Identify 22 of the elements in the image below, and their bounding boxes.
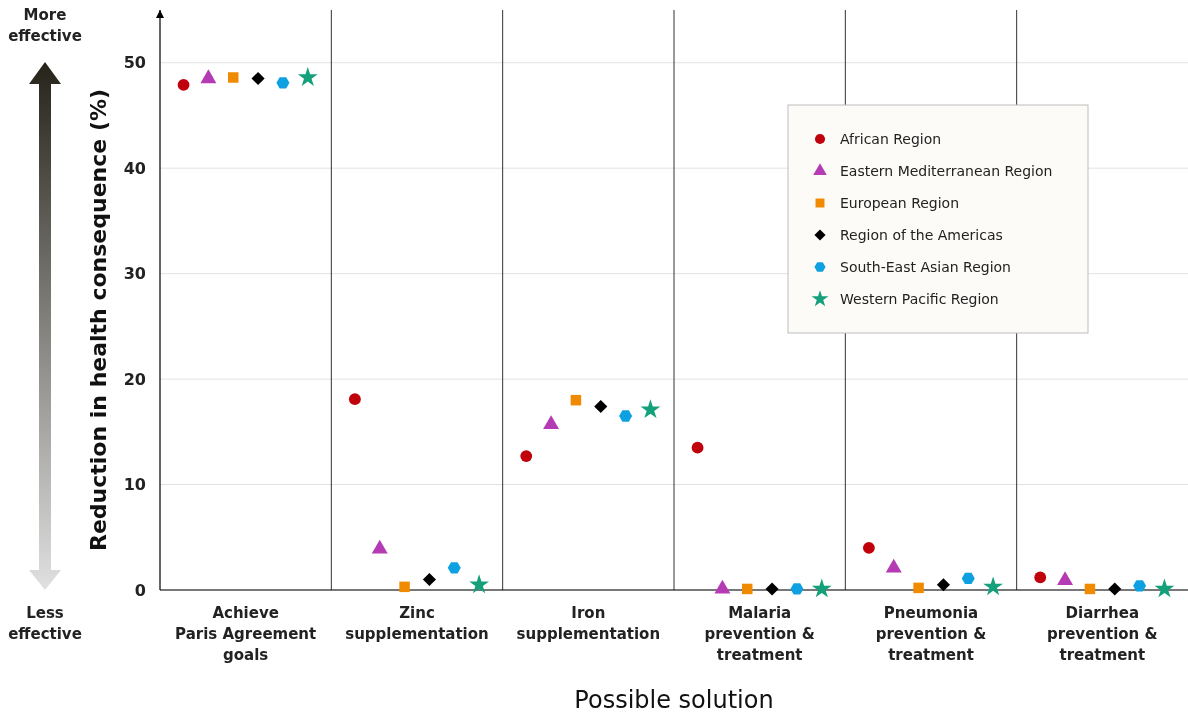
y-tick-label: 40 xyxy=(123,158,146,178)
y-tick-label: 30 xyxy=(123,264,146,284)
x-axis-title: Possible solution xyxy=(574,686,774,714)
x-tick-label: Pneumonia prevention & treatment xyxy=(875,604,987,664)
y-tick-label: 50 xyxy=(123,53,146,73)
x-tick-label: Malaria prevention & treatment xyxy=(704,604,815,664)
legend-label: African Region xyxy=(840,130,942,147)
legend-label: South-East Asian Region xyxy=(840,258,1011,275)
text: Less effective xyxy=(8,604,82,643)
legend-label: European Region xyxy=(840,194,960,211)
y-tick-label: 20 xyxy=(123,369,146,389)
y-tick-label: 10 xyxy=(123,475,146,495)
legend-label: Eastern Mediterranean Region xyxy=(840,162,1053,179)
x-tick-label: Diarrhea prevention & treatment xyxy=(1047,604,1158,664)
legend-label: Western Pacific Region xyxy=(840,290,999,307)
legend-label: Region of the Americas xyxy=(840,226,1003,243)
y-tick-label: 0 xyxy=(134,580,146,600)
x-tick-label: Iron supplementation xyxy=(516,604,661,643)
x-tick-label: Achieve Paris Agreement goals xyxy=(175,604,317,664)
y-axis-title: Reduction in health consequence (%) xyxy=(86,88,111,552)
text: More effective xyxy=(8,6,82,45)
x-tick-label: Zinc supplementation xyxy=(345,604,489,643)
